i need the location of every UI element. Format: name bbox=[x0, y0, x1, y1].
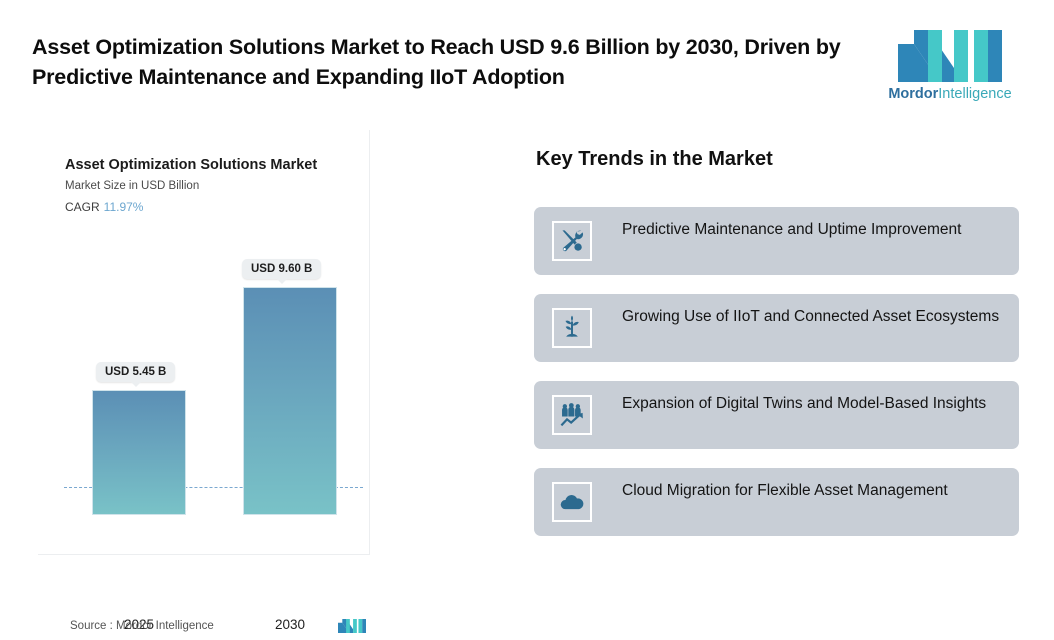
mi-monogram-small-icon bbox=[338, 619, 366, 633]
trends-heading: Key Trends in the Market bbox=[536, 148, 773, 170]
reference-line bbox=[64, 487, 363, 488]
trend-label: Cloud Migration for Flexible Asset Manag… bbox=[622, 482, 948, 499]
trend-icon-box bbox=[552, 308, 592, 348]
bar-value-label-2025: USD 5.45 B bbox=[96, 362, 176, 387]
cloud-icon bbox=[560, 495, 584, 510]
cagr-value: 11.97% bbox=[103, 200, 144, 214]
chart-panel: Asset Optimization Solutions Market Mark… bbox=[38, 130, 370, 633]
tools-icon bbox=[562, 230, 583, 252]
mordor-logo-wordmark: MordorIntelligence bbox=[888, 86, 1012, 102]
trend-card-digital-twins[interactable]: Expansion of Digital Twins and Model-Bas… bbox=[534, 381, 1019, 449]
page-header: Asset Optimization Solutions Market to R… bbox=[0, 0, 1054, 120]
mordor-logo-mark bbox=[898, 30, 1002, 82]
page-title: Asset Optimization Solutions Market to R… bbox=[32, 35, 841, 89]
plant-icon bbox=[565, 315, 579, 337]
trend-card-predictive-maintenance[interactable]: Predictive Maintenance and Uptime Improv… bbox=[534, 207, 1019, 275]
trends-list: Predictive Maintenance and Uptime Improv… bbox=[534, 207, 1019, 555]
bar-chart-plot: USD 5.45 B USD 9.60 B 2025 2030 Source :… bbox=[38, 225, 370, 633]
bar-2030 bbox=[243, 287, 337, 515]
trend-card-cloud-migration[interactable]: Cloud Migration for Flexible Asset Manag… bbox=[534, 468, 1019, 536]
mi-monogram-icon bbox=[898, 30, 1002, 82]
chart-title: Asset Optimization Solutions Market bbox=[65, 157, 318, 173]
chart-cagr: CAGR 11.97% bbox=[65, 200, 143, 214]
trend-icon-box bbox=[552, 482, 592, 522]
chart-source-text: Source : Mordor Intelligence bbox=[70, 620, 214, 632]
chart-subtitle: Market Size in USD Billion bbox=[65, 180, 200, 192]
people-growth-chart-icon bbox=[560, 403, 583, 427]
trend-label: Growing Use of IIoT and Connected Asset … bbox=[622, 308, 1000, 325]
mordor-intelligence-logo: MordorIntelligence bbox=[888, 30, 1012, 110]
brand-word-mordor: Mordor bbox=[888, 86, 939, 102]
source-logo-mark bbox=[338, 618, 366, 634]
trend-label: Expansion of Digital Twins and Model-Bas… bbox=[622, 395, 987, 412]
trend-icon-box bbox=[552, 221, 592, 261]
trend-card-iiot-ecosystems[interactable]: Growing Use of IIoT and Connected Asset … bbox=[534, 294, 1019, 362]
trend-icon-box bbox=[552, 395, 592, 435]
chart-source-row: Source : Mordor Intelligence bbox=[70, 619, 366, 640]
bar-2025 bbox=[92, 390, 186, 515]
bar-value-label-2030: USD 9.60 B bbox=[242, 259, 322, 284]
brand-word-intelligence: Intelligence bbox=[938, 86, 1012, 102]
cagr-label: CAGR bbox=[65, 200, 100, 214]
trend-label: Predictive Maintenance and Uptime Improv… bbox=[622, 221, 962, 238]
